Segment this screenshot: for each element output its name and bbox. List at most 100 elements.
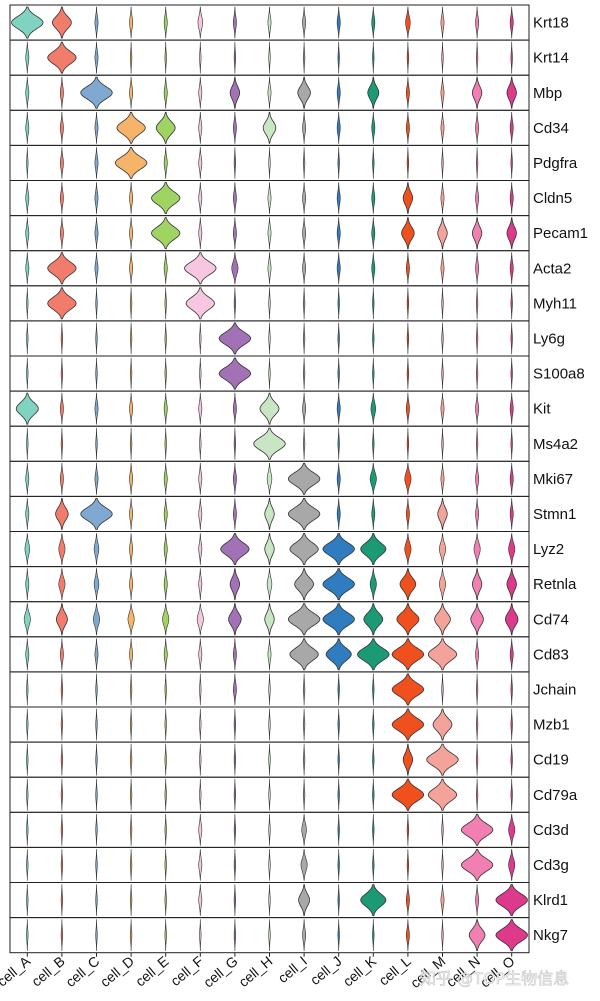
violin-cd19-cell-f — [199, 743, 202, 776]
violin-s100a8-cell-m — [441, 357, 444, 390]
violin-stmn1-cell-i — [287, 498, 321, 530]
violin-cd83-cell-f — [198, 638, 203, 671]
violin-krt18-cell-d — [129, 6, 133, 39]
violin-kit-cell-b — [60, 392, 64, 425]
violin-pdgfra-cell-f — [198, 147, 203, 179]
violin-myh11-cell-f — [185, 287, 215, 320]
violin-cd74-cell-j — [322, 603, 355, 636]
violin-mzb1-cell-c — [95, 708, 98, 741]
violin-cd34-cell-n — [475, 112, 479, 144]
violin-mzb1-cell-a — [26, 708, 29, 741]
violin-krt18-cell-a — [11, 6, 44, 39]
violin-stmn1-cell-k — [371, 498, 376, 530]
violin-cldn5-cell-j — [336, 182, 341, 214]
gene-label-krt14: Krt14 — [533, 50, 569, 67]
violin-acta2-cell-o — [509, 252, 514, 285]
violin-stmn1-cell-n — [475, 498, 479, 530]
watermark-text: 知乎 @TOP生物信息 — [420, 969, 569, 988]
violin-pdgfra-cell-n — [476, 147, 479, 179]
violin-klrd1-cell-g — [233, 884, 236, 916]
violin-klrd1-cell-h — [268, 884, 271, 916]
violin-cd3d-cell-i — [301, 814, 307, 846]
violin-cd83-cell-i — [289, 638, 319, 671]
gene-label-kit: Kit — [533, 401, 551, 418]
violin-cd19-cell-l — [402, 743, 414, 776]
violin-cd19-cell-o — [510, 743, 513, 776]
violin-cldn5-cell-n — [475, 182, 479, 214]
cell-label-cell-l: cell_L — [376, 953, 414, 989]
violin-krt14-cell-o — [510, 41, 513, 74]
gene-label-ms4a2: Ms4a2 — [533, 436, 578, 453]
violin-cd79a-cell-a — [26, 778, 29, 811]
violin-myh11-cell-n — [476, 287, 479, 320]
violin-retnla-cell-g — [229, 568, 241, 601]
violin-ms4a2-cell-h — [253, 427, 286, 460]
violin-kit-cell-d — [129, 392, 133, 425]
violin-ly6g-cell-f — [199, 322, 202, 355]
violin-cd83-cell-a — [25, 638, 30, 671]
violin-myh11-cell-j — [337, 287, 340, 320]
violin-ly6g-cell-l — [406, 322, 409, 355]
violin-myh11-cell-g — [233, 287, 236, 320]
violin-mbp-cell-a — [25, 76, 30, 109]
violin-mzb1-cell-f — [199, 708, 202, 741]
violin-cldn5-cell-a — [25, 182, 30, 214]
violin-stmn1-cell-o — [509, 498, 514, 530]
violin-retnla-cell-o — [506, 568, 517, 601]
violin-mki67-cell-e — [163, 463, 168, 495]
violin-cldn5-cell-k — [371, 182, 376, 214]
violin-s100a8-cell-o — [510, 357, 513, 390]
violin-lyz2-cell-a — [24, 533, 30, 565]
violin-acta2-cell-m — [440, 252, 445, 285]
violin-cd34-cell-f — [198, 112, 203, 144]
violin-kit-cell-g — [233, 392, 237, 425]
violin-s100a8-cell-g — [218, 357, 252, 390]
violin-mzb1-cell-d — [130, 708, 133, 741]
violin-pecam1-cell-a — [25, 217, 30, 249]
violin-nkg7-cell-b — [60, 919, 63, 951]
violin-cd74-cell-k — [363, 603, 384, 636]
violin-jchain-cell-n — [476, 673, 479, 706]
violin-retnla-cell-b — [58, 568, 66, 600]
violin-mzb1-cell-j — [337, 708, 340, 741]
violin-kit-cell-i — [302, 392, 306, 425]
violin-pdgfra-cell-a — [26, 147, 29, 179]
violin-jchain-cell-h — [268, 673, 271, 706]
violin-ly6g-cell-a — [26, 322, 29, 355]
violin-pecam1-cell-h — [267, 217, 272, 249]
violin-acta2-cell-i — [302, 252, 306, 285]
panel-frame-nkg7 — [9, 917, 530, 954]
violin-pecam1-cell-d — [129, 217, 133, 249]
violin-ms4a2-cell-j — [337, 427, 340, 460]
violin-cd3d-cell-j — [337, 814, 340, 846]
violin-cd79a-cell-e — [164, 778, 167, 811]
violin-cd34-cell-d — [116, 111, 146, 144]
violin-pdgfra-cell-i — [303, 147, 306, 179]
violin-mki67-cell-m — [440, 463, 445, 495]
violin-klrd1-cell-k — [360, 884, 387, 916]
violin-retnla-cell-h — [266, 568, 273, 600]
violin-s100a8-cell-i — [303, 357, 306, 390]
violin-cd83-cell-e — [163, 638, 168, 671]
violin-lyz2-cell-j — [322, 533, 355, 565]
violin-kit-cell-j — [336, 392, 341, 425]
cell-label-cell-j: cell_J — [307, 953, 345, 988]
violin-mzb1-cell-e — [164, 708, 167, 741]
violin-kit-cell-l — [406, 392, 410, 425]
violin-mki67-cell-o — [509, 463, 514, 495]
violin-jchain-cell-d — [130, 673, 133, 706]
violin-pecam1-cell-o — [506, 217, 517, 250]
violin-cd3g-cell-a — [26, 849, 29, 881]
violin-ms4a2-cell-d — [130, 427, 133, 460]
violin-s100a8-cell-a — [26, 357, 29, 390]
violin-cd19-cell-k — [372, 743, 375, 776]
violin-s100a8-cell-h — [268, 357, 271, 390]
violin-pecam1-cell-i — [302, 217, 306, 249]
gene-label-mbp: Mbp — [533, 85, 562, 102]
violin-cd74-cell-h — [264, 603, 275, 636]
violin-kit-cell-a — [15, 392, 39, 425]
violin-nkg7-cell-e — [164, 919, 167, 951]
violin-mki67-cell-a — [25, 463, 30, 495]
violin-pdgfra-cell-m — [441, 147, 444, 179]
violin-cd83-cell-n — [475, 638, 479, 671]
